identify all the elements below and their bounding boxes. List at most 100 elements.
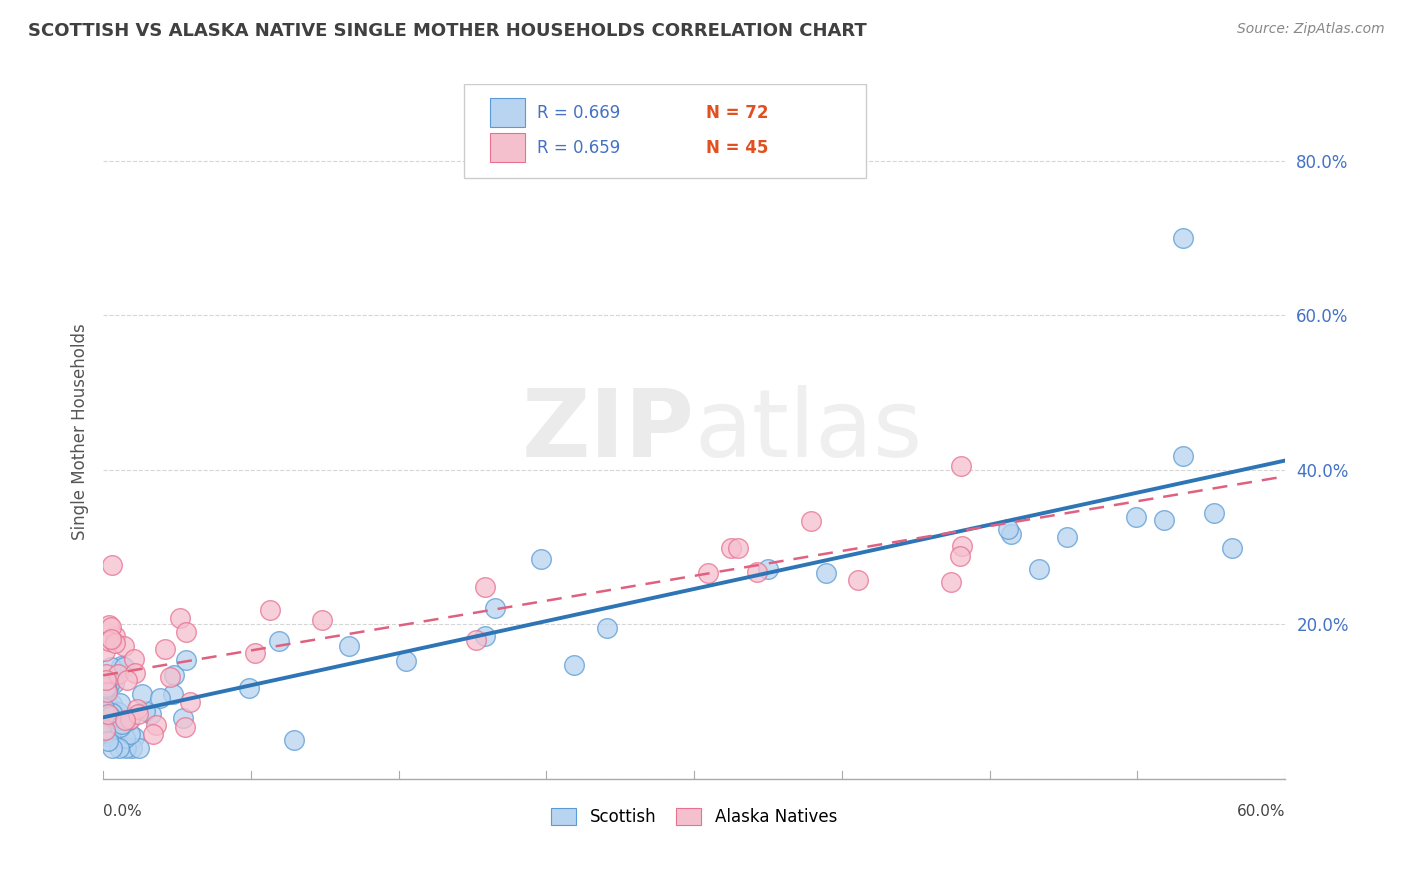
Point [562,657,585,672]
Point [122,652,145,666]
Point [118,713,141,727]
Point [1000,526,1022,541]
Point [127,706,149,721]
Point [530,551,553,566]
Point [96,724,118,739]
Point [800,514,823,528]
Point [93,685,115,699]
Point [108,741,131,756]
Text: N = 45: N = 45 [706,138,768,157]
Text: 0.0%: 0.0% [103,804,142,819]
Point [474,629,496,643]
Point [1153,513,1175,527]
Point [97,715,120,730]
Point [1125,510,1147,524]
Point [727,541,749,555]
Point [1056,530,1078,544]
Point [1202,506,1225,520]
Point [114,740,136,755]
Point [93,726,115,740]
Legend: Scottish, Alaska Natives: Scottish, Alaska Natives [544,802,844,833]
Point [128,741,150,756]
Point [105,708,128,723]
Point [98,708,121,723]
Text: atlas: atlas [695,385,922,477]
Point [174,652,197,666]
Point [311,613,333,627]
Point [176,624,198,639]
Point [96,684,118,698]
Point [108,696,131,710]
Point [111,717,134,731]
Point [100,706,122,720]
Point [153,642,176,657]
Point [97,678,120,692]
Point [122,730,145,744]
Point [94,673,117,687]
Point [259,603,281,617]
Point [97,698,120,712]
Point [100,632,122,647]
Text: R = 0.669: R = 0.669 [537,103,620,122]
Text: SCOTTISH VS ALASKA NATIVE SINGLE MOTHER HOUSEHOLDS CORRELATION CHART: SCOTTISH VS ALASKA NATIVE SINGLE MOTHER … [28,22,868,40]
Point [100,660,122,674]
Point [114,741,136,756]
Text: Source: ZipAtlas.com: Source: ZipAtlas.com [1237,22,1385,37]
Bar [489,98,524,128]
Point [96,685,118,699]
Text: 60.0%: 60.0% [1237,804,1285,819]
Point [100,698,122,712]
Point [107,705,129,719]
Point [93,724,115,739]
Point [172,711,194,725]
Point [100,706,122,720]
Point [1171,231,1194,245]
Point [94,680,117,694]
Point [283,733,305,747]
Point [464,633,486,648]
Y-axis label: Single Mother Households: Single Mother Households [72,323,89,540]
Point [474,580,496,594]
Point [101,558,124,572]
Point [1220,541,1243,555]
Point [110,659,132,673]
Point [395,654,418,668]
Point [103,717,125,731]
Point [94,667,117,681]
Point [952,539,974,553]
Point [179,695,201,709]
Point [159,670,181,684]
Point [145,718,167,732]
Point [949,549,972,563]
Point [814,566,837,581]
Point [94,723,117,737]
Point [104,636,127,650]
Point [949,459,972,474]
Point [134,705,156,719]
Text: N = 72: N = 72 [706,103,769,122]
Point [114,715,136,730]
Point [997,522,1019,536]
Point [105,717,128,731]
Point [173,720,195,734]
Point [115,673,138,687]
Point [121,741,143,756]
Point [120,727,142,741]
Point [103,676,125,690]
Point [112,639,135,653]
Point [100,620,122,634]
Point [1171,449,1194,463]
Point [112,660,135,674]
Point [720,541,742,555]
Point [96,699,118,714]
Point [846,573,869,587]
Point [97,734,120,748]
Point [696,566,718,580]
Point [142,727,165,741]
Point [93,681,115,696]
Point [125,702,148,716]
Point [337,640,360,654]
Point [97,729,120,743]
Point [93,700,115,714]
Point [939,575,962,590]
